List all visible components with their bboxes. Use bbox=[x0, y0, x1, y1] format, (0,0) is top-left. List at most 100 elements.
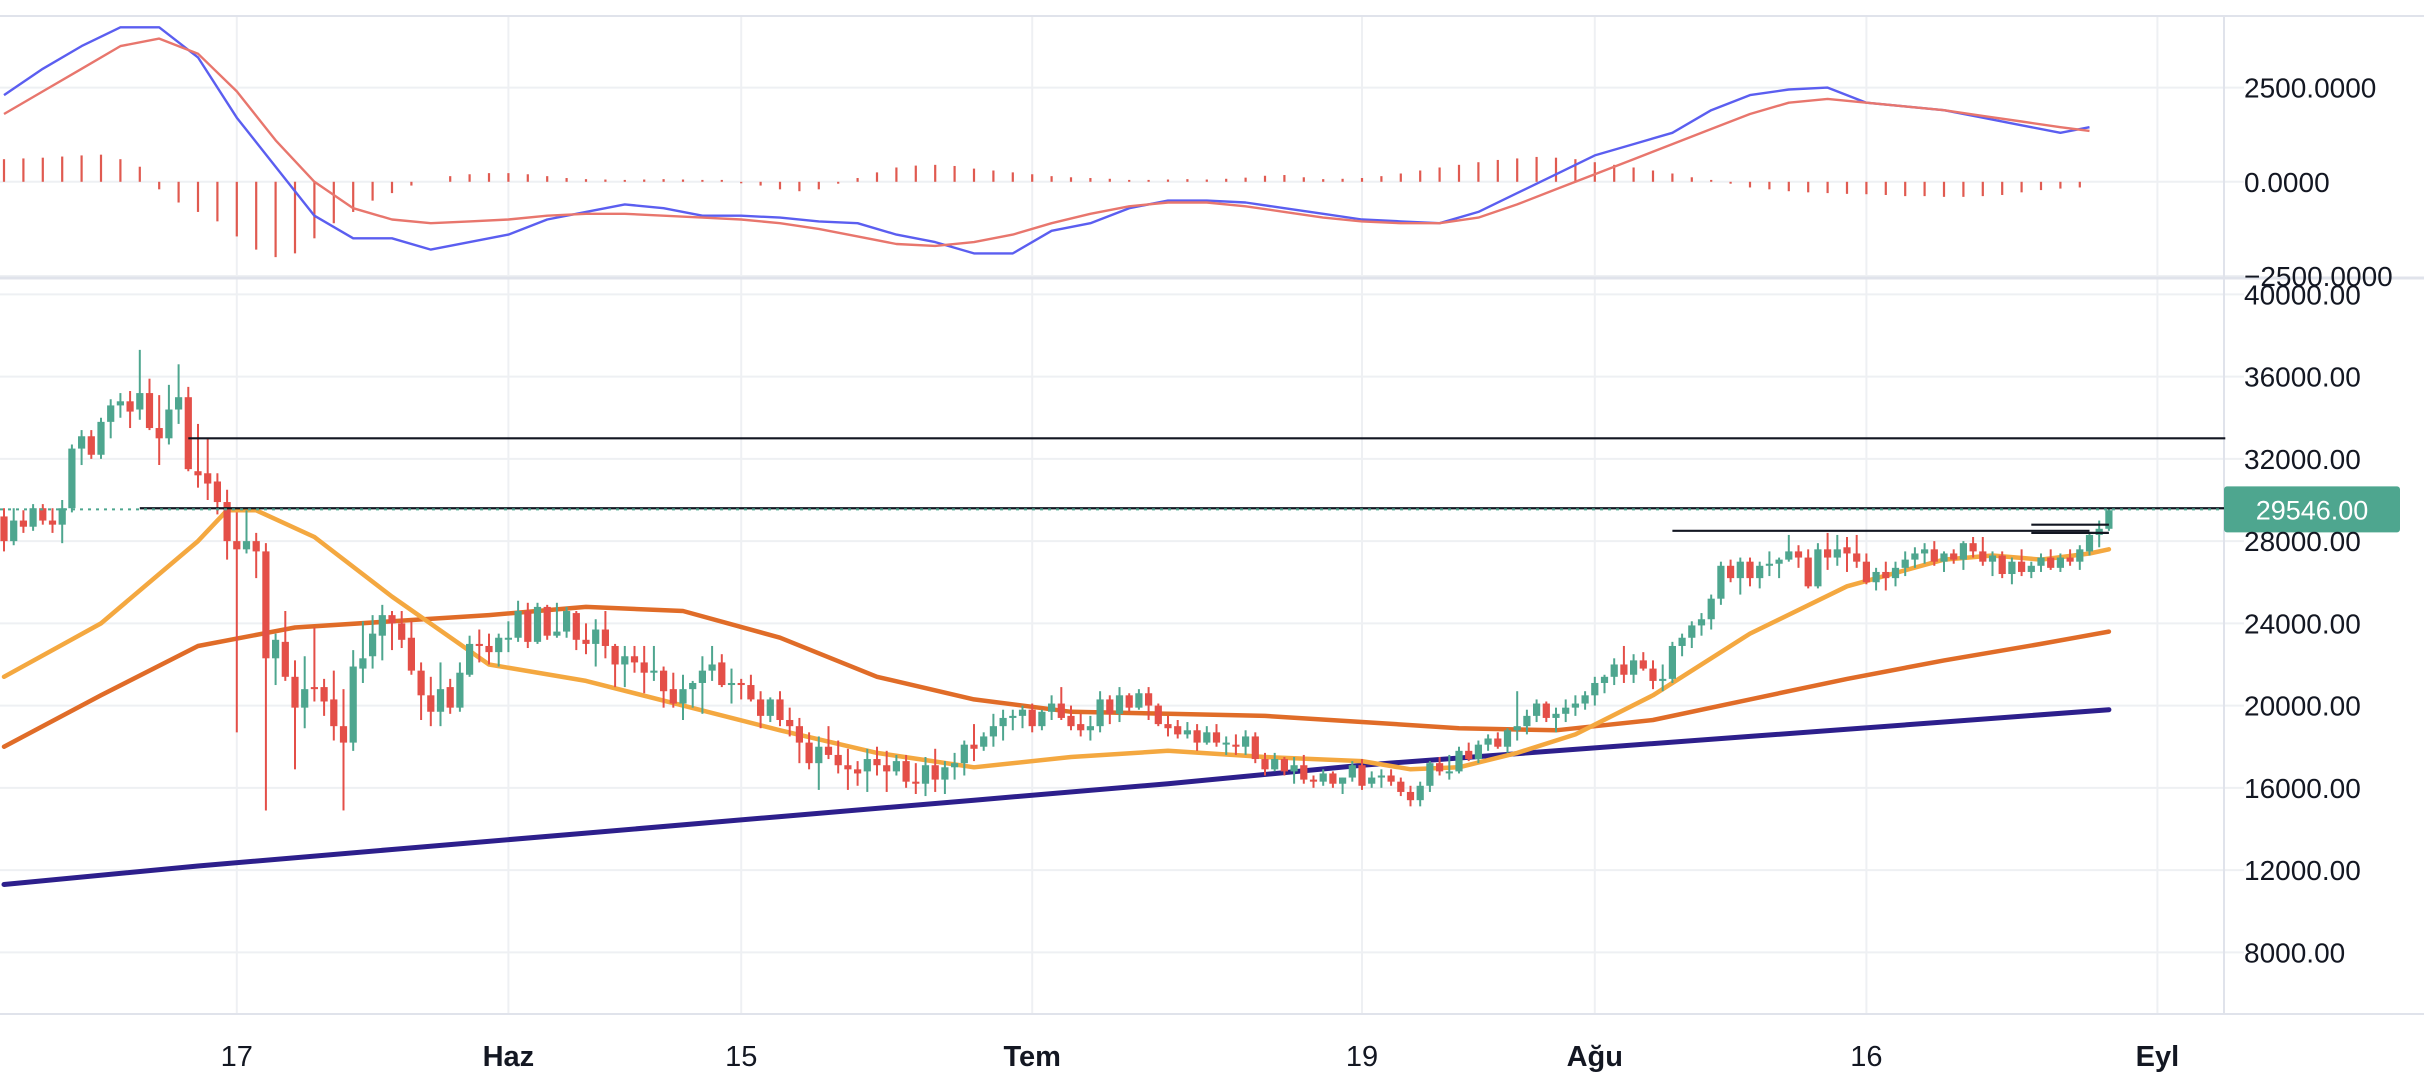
candle-body bbox=[1668, 645, 1676, 679]
y-tick-label: 32000.00 bbox=[2244, 444, 2361, 475]
y-tick-label: 40000.00 bbox=[2244, 279, 2361, 310]
candle-body bbox=[1018, 709, 1027, 716]
candle bbox=[970, 724, 978, 762]
candle-body bbox=[1377, 775, 1385, 778]
candle-body bbox=[1174, 726, 1182, 735]
candle bbox=[1135, 689, 1143, 710]
candle bbox=[630, 645, 639, 673]
candle-body bbox=[369, 633, 377, 657]
candle bbox=[165, 384, 173, 445]
candle bbox=[1368, 771, 1376, 788]
ma-mid-line bbox=[1, 604, 2112, 749]
candle-body bbox=[1959, 543, 1967, 560]
candle bbox=[1600, 674, 1609, 694]
candle-body bbox=[339, 726, 348, 743]
candle-body bbox=[1203, 732, 1211, 743]
candle bbox=[1397, 777, 1405, 797]
candle bbox=[1736, 557, 1744, 595]
candle bbox=[301, 656, 309, 729]
candle-body bbox=[39, 508, 47, 521]
x-axis[interactable]: 17 Haz 15 Tem 19 Ağu 16 Eyl bbox=[221, 1041, 2179, 1073]
candle bbox=[2027, 561, 2035, 579]
candle bbox=[272, 633, 280, 686]
candle-body bbox=[446, 687, 454, 708]
candle-body bbox=[1562, 707, 1570, 714]
candle-body bbox=[815, 746, 823, 764]
candle bbox=[1232, 734, 1240, 755]
candle bbox=[252, 532, 260, 579]
candle-body bbox=[1455, 750, 1463, 772]
candle bbox=[708, 645, 716, 681]
candle-body bbox=[1358, 765, 1366, 786]
candle bbox=[1678, 633, 1686, 657]
candle bbox=[533, 602, 542, 644]
candle bbox=[931, 748, 939, 792]
candle-body bbox=[1067, 715, 1075, 727]
candle-body bbox=[1591, 682, 1599, 696]
candle-body bbox=[262, 551, 270, 659]
candle bbox=[1901, 551, 1909, 577]
candle-body bbox=[2008, 561, 2016, 575]
candle-body bbox=[1746, 561, 1754, 579]
candle-body bbox=[417, 670, 425, 696]
candle-body bbox=[1300, 765, 1308, 780]
candle-body bbox=[2085, 534, 2094, 552]
candle bbox=[1591, 676, 1599, 706]
candle-body bbox=[2056, 557, 2064, 568]
candle-body bbox=[1988, 555, 1997, 562]
candle bbox=[1853, 534, 1861, 568]
candle bbox=[718, 654, 726, 688]
candle bbox=[1445, 754, 1453, 780]
candle bbox=[495, 633, 503, 667]
candle-body bbox=[252, 541, 260, 552]
candle-body bbox=[1106, 699, 1114, 714]
candle bbox=[660, 666, 668, 708]
candle-body bbox=[854, 769, 862, 774]
candle bbox=[1271, 752, 1279, 772]
y-axis[interactable]: 40000.00 36000.00 32000.00 28000.00 24000.00… bbox=[2244, 73, 2393, 969]
candle bbox=[824, 726, 833, 760]
candle bbox=[854, 761, 862, 786]
grid-lines bbox=[0, 16, 2244, 1014]
candle bbox=[902, 754, 910, 788]
candle-body bbox=[349, 666, 357, 743]
candle-body bbox=[1891, 567, 1900, 579]
candle-body bbox=[524, 611, 532, 642]
candle bbox=[1794, 545, 1803, 568]
candle-body bbox=[1251, 736, 1259, 760]
ma-long-line bbox=[1, 707, 2112, 887]
candle bbox=[1348, 761, 1356, 782]
candle bbox=[1911, 547, 1919, 568]
macd-y-tick-label: −2500.0000 bbox=[2244, 261, 2393, 292]
candle-body bbox=[1193, 730, 1201, 743]
candle-body bbox=[892, 761, 900, 772]
moving-averages bbox=[1, 508, 2112, 887]
candle-body bbox=[708, 664, 716, 671]
candle-body bbox=[10, 520, 18, 542]
candle-body bbox=[572, 613, 580, 640]
candle-body bbox=[1290, 765, 1298, 772]
candle bbox=[1358, 759, 1366, 790]
candle bbox=[1668, 641, 1676, 683]
candle-body bbox=[1853, 553, 1861, 562]
candle-body bbox=[1765, 563, 1773, 566]
candle bbox=[417, 662, 425, 720]
candle-body bbox=[184, 397, 192, 470]
candle bbox=[514, 600, 522, 642]
candle-body bbox=[921, 765, 930, 784]
candle-body bbox=[213, 481, 221, 503]
candle bbox=[19, 510, 27, 533]
candle-body bbox=[1930, 549, 1938, 562]
candle bbox=[48, 508, 57, 533]
candle bbox=[1940, 551, 1948, 572]
candle-body bbox=[194, 471, 202, 476]
candle bbox=[1746, 557, 1754, 587]
candle-body bbox=[310, 687, 318, 690]
candle bbox=[116, 393, 124, 418]
candle-body bbox=[698, 670, 706, 683]
candle-body bbox=[126, 401, 134, 412]
candle bbox=[1406, 785, 1415, 807]
candle bbox=[1513, 691, 1521, 741]
candle-body bbox=[1406, 791, 1415, 801]
